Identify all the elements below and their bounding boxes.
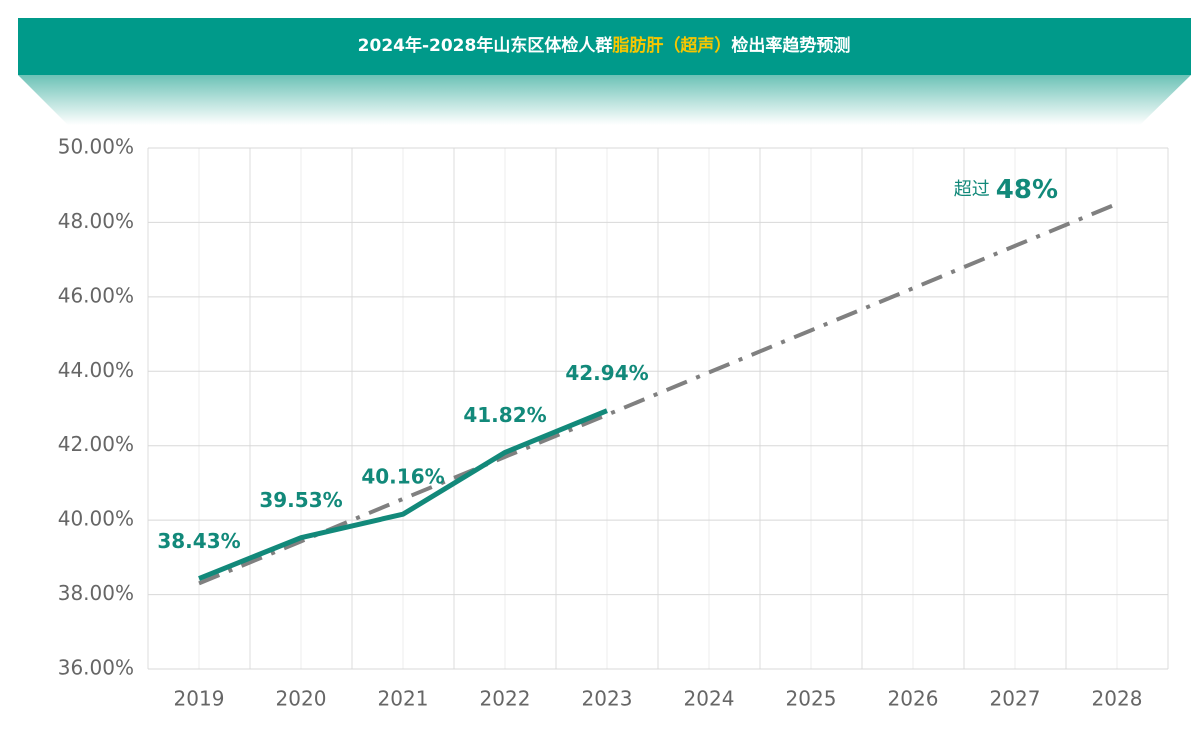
x-tick-label: 2023: [582, 687, 633, 711]
data-label: 42.94%: [565, 361, 648, 385]
x-tick-label: 2024: [684, 687, 735, 711]
chart-title: 2024年-2028年山东区体检人群脂肪肝（超声）检出率趋势预测: [358, 35, 851, 56]
x-tick-label: 2027: [990, 687, 1041, 711]
title-part: 2024年-2028年山东区体检人群: [358, 35, 613, 56]
data-label: 41.82%: [463, 403, 546, 427]
y-tick-label: 50.00%: [58, 135, 134, 159]
x-tick-label: 2022: [480, 687, 531, 711]
x-tick-label: 2019: [174, 687, 225, 711]
x-tick-label: 2026: [888, 687, 939, 711]
data-label: 40.16%: [361, 465, 444, 489]
y-tick-label: 46.00%: [58, 283, 134, 307]
y-tick-label: 48.00%: [58, 209, 134, 233]
data-line: [198, 408, 608, 581]
y-tick-label: 42.00%: [58, 432, 134, 456]
banner-shadow: [18, 75, 1191, 125]
x-tick-label: 2028: [1092, 687, 1143, 711]
title-highlight: 脂肪肝（超声）: [612, 35, 731, 56]
y-tick-label: 36.00%: [58, 656, 134, 680]
y-tick-label: 40.00%: [58, 507, 134, 531]
x-tick-label: 2020: [276, 687, 327, 711]
y-tick-label: 38.00%: [58, 581, 134, 605]
banner: [18, 18, 1191, 75]
data-label: 39.53%: [259, 488, 342, 512]
y-tick-label: 44.00%: [58, 358, 134, 382]
x-tick-label: 2025: [786, 687, 837, 711]
title-part: 检出率趋势预测: [731, 35, 850, 56]
annotation-text: 超过: [954, 179, 990, 200]
x-tick-label: 2021: [378, 687, 429, 711]
annotation-value: 48%: [996, 175, 1058, 205]
annotation: 超过 48%: [954, 175, 1058, 205]
data-label: 38.43%: [157, 529, 240, 553]
